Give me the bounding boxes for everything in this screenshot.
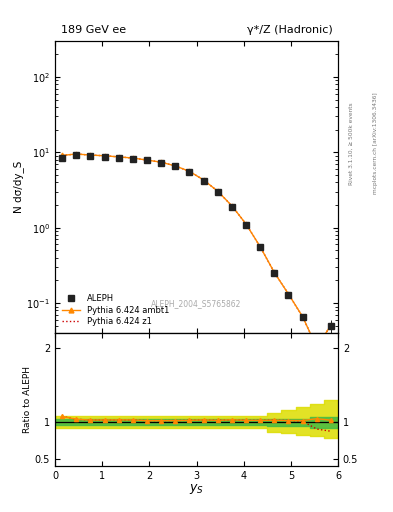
- Legend: ALEPH, Pythia 6.424 ambt1, Pythia 6.424 z1: ALEPH, Pythia 6.424 ambt1, Pythia 6.424 …: [59, 292, 172, 329]
- Text: ALEPH_2004_S5765862: ALEPH_2004_S5765862: [151, 300, 242, 308]
- Text: γ*/Z (Hadronic): γ*/Z (Hadronic): [246, 25, 332, 35]
- Text: Rivet 3.1.10, ≥ 500k events: Rivet 3.1.10, ≥ 500k events: [349, 102, 354, 185]
- Text: mcplots.cern.ch [arXiv:1306.3436]: mcplots.cern.ch [arXiv:1306.3436]: [373, 93, 378, 194]
- Y-axis label: Ratio to ALEPH: Ratio to ALEPH: [23, 366, 32, 433]
- Text: 189 GeV ee: 189 GeV ee: [61, 25, 126, 35]
- X-axis label: $y_S$: $y_S$: [189, 482, 204, 496]
- Y-axis label: N dσ/dy_S: N dσ/dy_S: [13, 161, 24, 213]
